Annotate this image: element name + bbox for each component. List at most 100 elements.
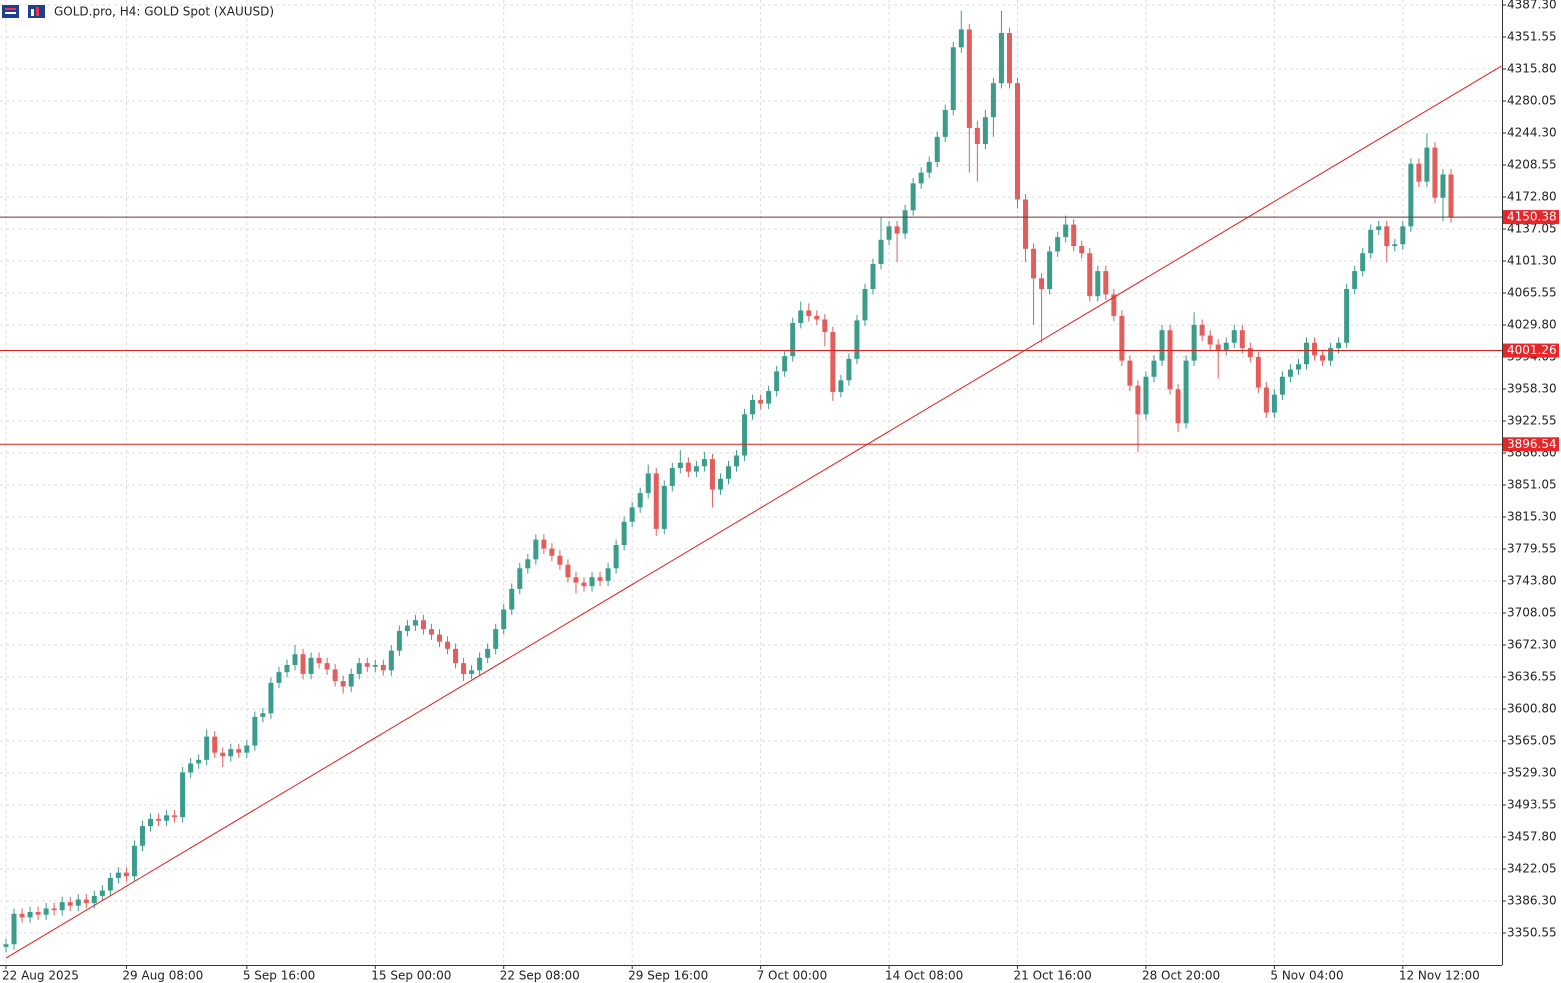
candle-body (669, 468, 675, 486)
candle-body (854, 320, 860, 359)
candle-body (846, 358, 852, 381)
candle-body (1119, 315, 1125, 361)
candle-body (573, 577, 579, 583)
candle-body (1135, 385, 1141, 415)
candle-body (276, 672, 282, 683)
icon (2, 5, 19, 18)
candle-body (1263, 387, 1269, 413)
candle-body (966, 29, 972, 128)
candle-body (709, 459, 715, 490)
candle-body (1392, 244, 1398, 247)
candle-body (1175, 389, 1181, 424)
candle-body (1015, 83, 1020, 200)
x-tick-label: 21 Oct 16:00 (1014, 969, 1092, 983)
candle-body (453, 648, 459, 664)
candle-body (1271, 394, 1277, 413)
candle-body (461, 663, 467, 674)
candle-body (1432, 147, 1438, 198)
candle-body (131, 845, 137, 877)
candle-body (806, 310, 812, 316)
candle-body (1023, 199, 1029, 249)
candle-body (974, 127, 980, 145)
candle-body (99, 890, 105, 896)
symbol-icons (2, 5, 45, 18)
candle-body (204, 736, 210, 760)
y-tick-label: 3815.30 (1507, 510, 1557, 524)
candle-body (661, 485, 667, 529)
candle-body (1287, 369, 1293, 377)
candle-body (533, 539, 539, 560)
y-tick-label: 3529.30 (1507, 766, 1557, 780)
candle-body (1328, 348, 1334, 361)
y-tick-label: 3958.30 (1507, 382, 1557, 396)
candle-body (27, 912, 33, 918)
candle-body (750, 400, 756, 415)
chart-title: GOLD.pro, H4: GOLD Spot (XAUUSD) (54, 5, 274, 19)
candle-body (19, 913, 25, 918)
candle-body (1440, 174, 1446, 198)
candle-body (685, 462, 691, 472)
candle-body (1368, 229, 1374, 254)
candle-body (316, 657, 322, 664)
y-tick-label: 4172.80 (1507, 190, 1557, 204)
candle-body (485, 648, 491, 658)
candle-body (605, 568, 611, 581)
candle-body (1408, 163, 1414, 227)
candle-body (180, 772, 186, 818)
candle-body (902, 210, 908, 234)
candle-body (926, 161, 932, 173)
x-tick-label: 22 Sep 08:00 (500, 969, 580, 983)
candle-body (300, 654, 306, 674)
candle-body (597, 577, 603, 581)
candle-body (388, 650, 394, 671)
level-label: 3896.54 (1507, 437, 1557, 451)
level-label: 4001.26 (1507, 343, 1557, 357)
candle-body (589, 577, 595, 587)
x-tick-label: 5 Sep 16:00 (243, 969, 315, 983)
candle-body (677, 462, 683, 469)
candle-body (782, 356, 788, 372)
plot (0, 10, 1502, 959)
candle-body (1103, 271, 1109, 295)
y-tick-label: 3493.55 (1507, 798, 1557, 812)
candle-body (758, 400, 764, 404)
candle-body (1344, 289, 1350, 343)
candle-body (501, 609, 507, 630)
candle-body (717, 478, 723, 490)
candle-body (340, 681, 346, 687)
candle-body (83, 899, 89, 904)
candle-body (1400, 226, 1406, 245)
candle-body (509, 588, 515, 610)
candle-body (734, 455, 740, 467)
candle-body (1055, 237, 1061, 252)
candle-body (404, 625, 410, 631)
y-tick-label: 3708.05 (1507, 606, 1557, 620)
candle-body (188, 763, 194, 773)
candle-body (894, 226, 900, 234)
x-tick-label: 29 Sep 16:00 (628, 969, 708, 983)
candle-body (164, 815, 170, 821)
candle-body (918, 172, 924, 184)
candle-body (107, 877, 113, 891)
candle-body (1215, 344, 1221, 350)
candle-body (172, 815, 178, 818)
candle-body (236, 749, 242, 753)
y-tick-label: 3350.55 (1507, 926, 1557, 940)
candle-body (356, 663, 362, 674)
candle-body (1143, 376, 1149, 415)
x-tick-label: 22 Aug 2025 (2, 969, 79, 983)
candle-body (1247, 348, 1253, 358)
x-tick-label: 15 Sep 00:00 (371, 969, 451, 983)
y-tick-label: 3600.80 (1507, 702, 1557, 716)
y-tick-label: 3779.55 (1507, 542, 1557, 556)
candle-body (1207, 335, 1213, 345)
candle-body (693, 466, 699, 472)
y-tick-label: 4244.30 (1507, 126, 1557, 140)
candle-body (822, 319, 828, 332)
candle-body (212, 736, 218, 753)
candle-body (1279, 376, 1285, 395)
candle-body (766, 391, 772, 404)
level-label-bg (1503, 437, 1559, 452)
candle-body (637, 493, 643, 508)
y-tick-label: 3922.55 (1507, 414, 1557, 428)
